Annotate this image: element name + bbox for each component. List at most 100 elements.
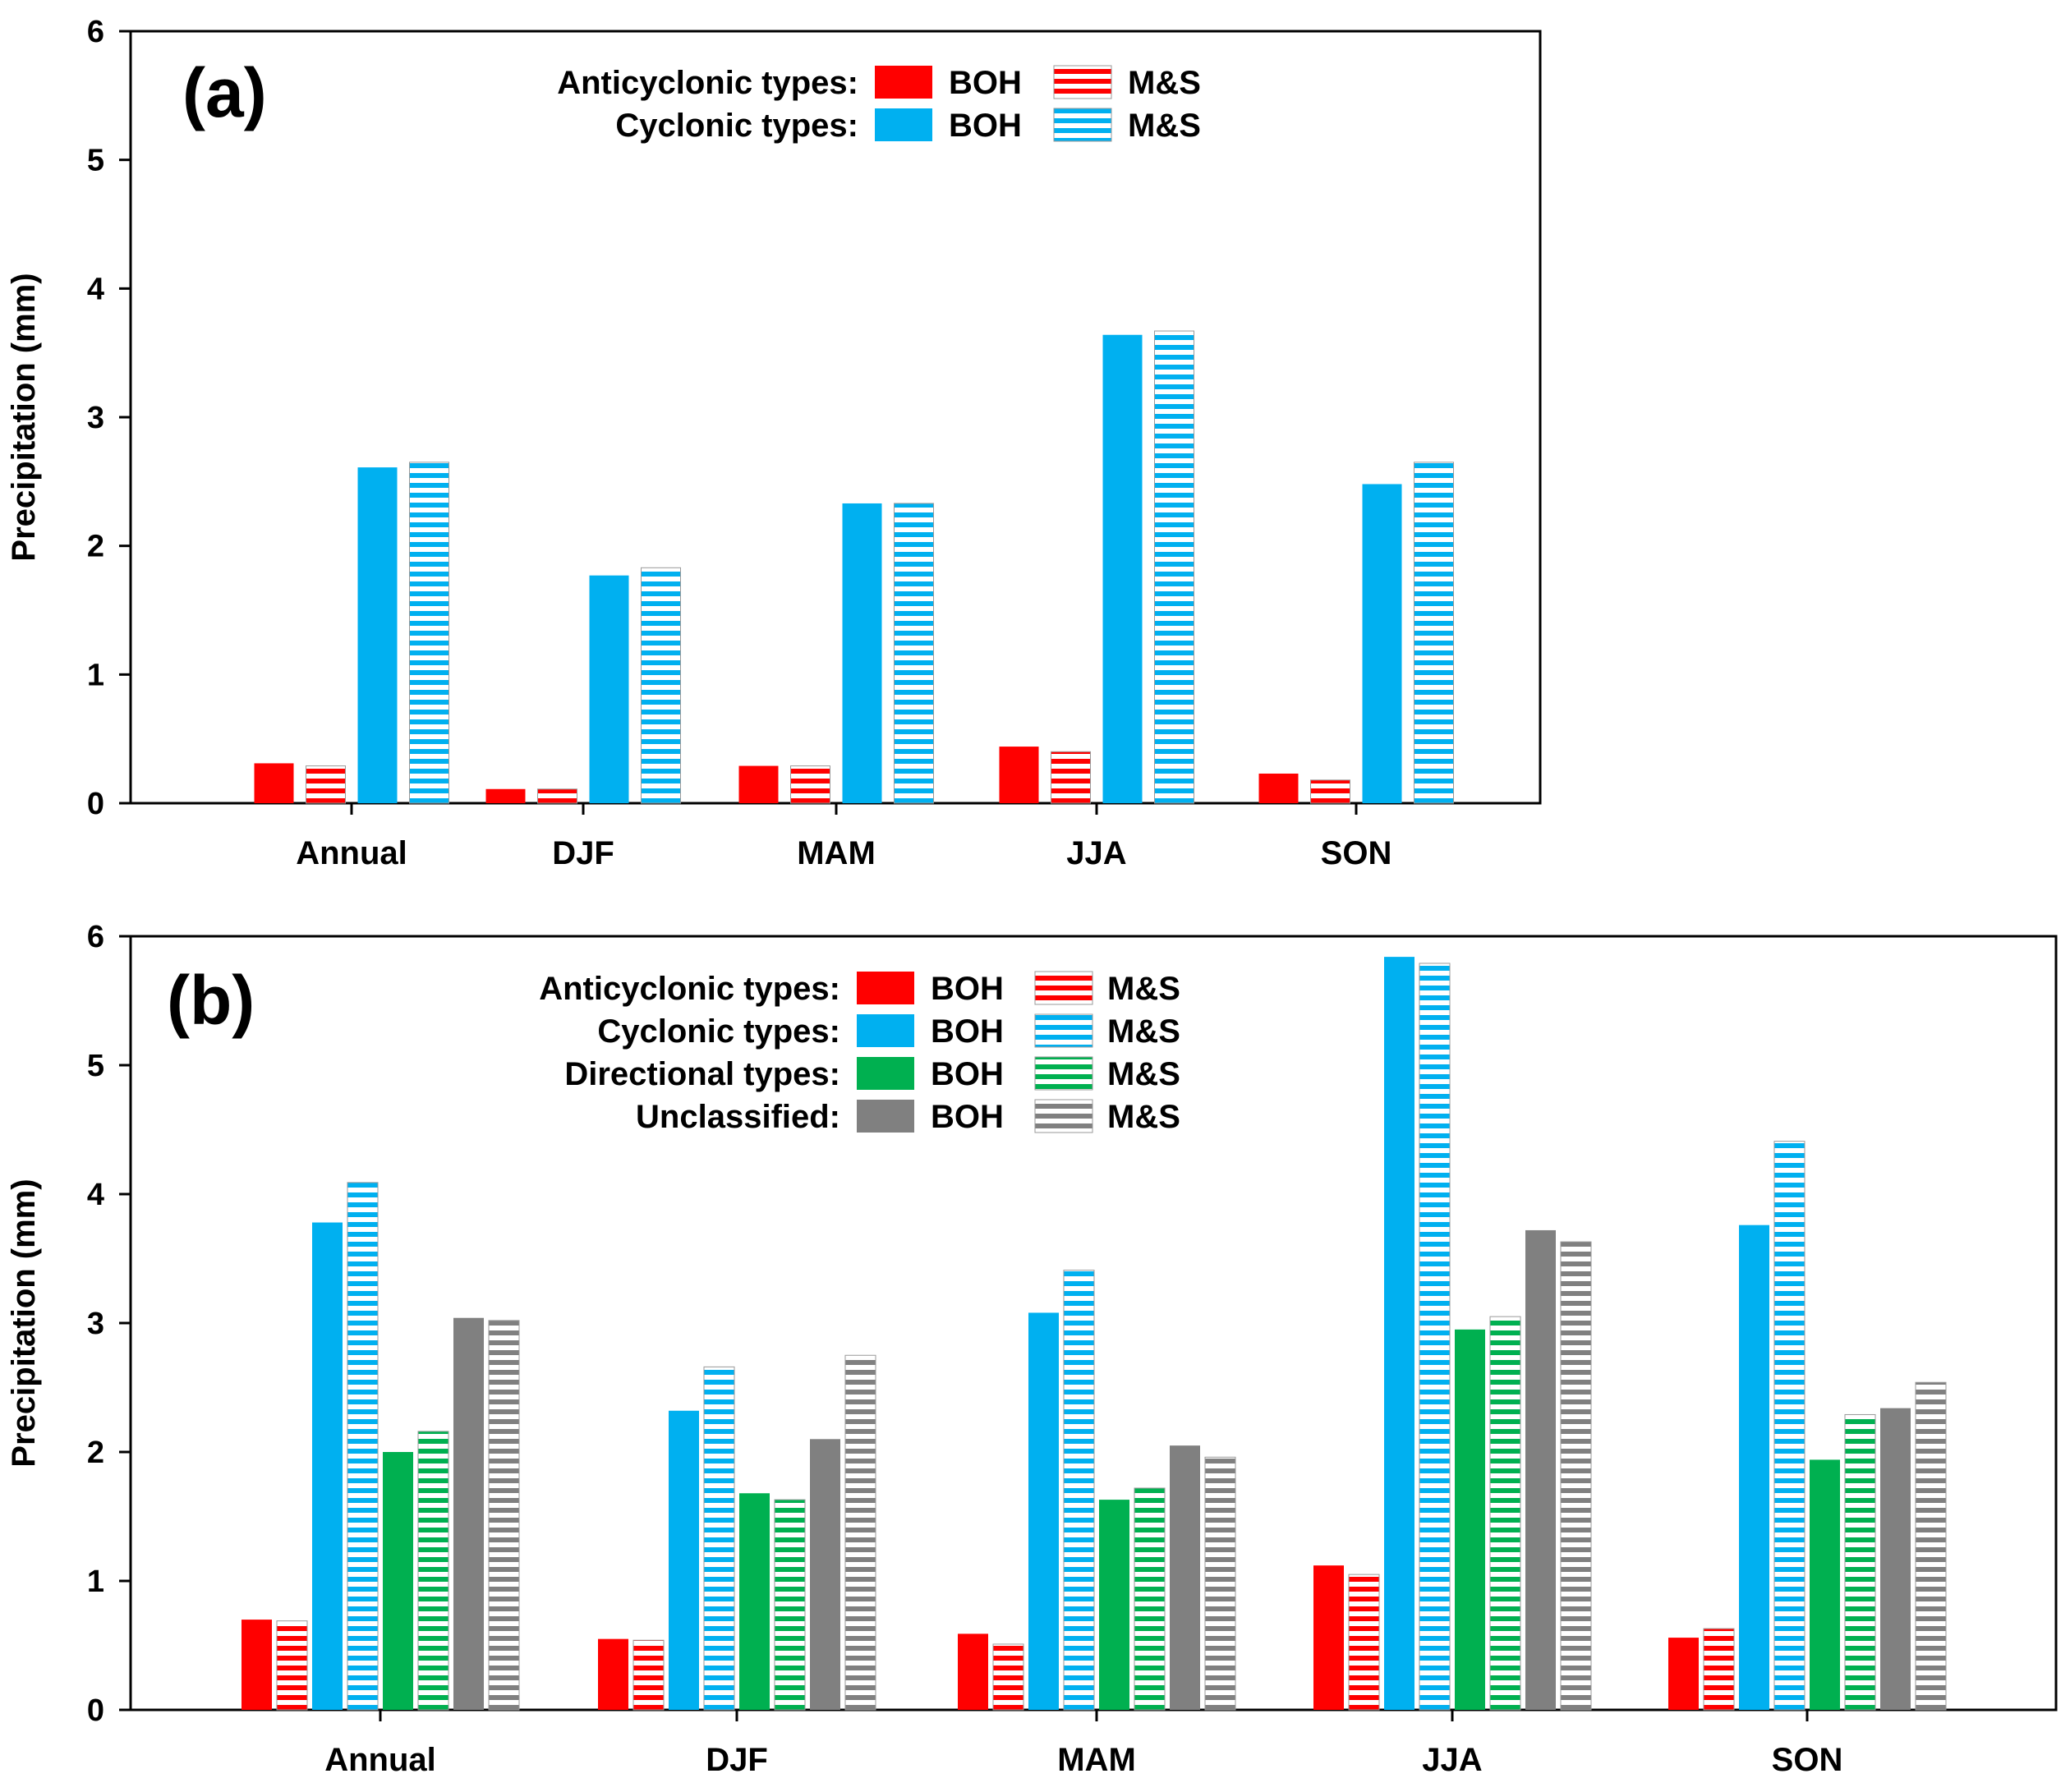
legend-swatch-anticyclonic-mands — [1034, 971, 1093, 1005]
y-tick-label: 3 — [87, 1307, 104, 1341]
x-tick-label-annual: Annual — [324, 1742, 436, 1778]
bar-anticyclonic-mands-mam — [992, 1643, 1024, 1711]
plot-frame — [129, 30, 1542, 805]
x-tick-label-djf: DJF — [552, 835, 614, 871]
bar-directional-mands-djf — [774, 1499, 806, 1711]
legend-boh-label: BOH — [931, 1013, 1004, 1050]
bar-directional-mands-son — [1844, 1413, 1876, 1711]
bar-cyclonic-boh-son — [1739, 1225, 1769, 1710]
legend-ms-label: M&S — [1107, 1056, 1180, 1092]
legend-boh-label: BOH — [931, 971, 1004, 1007]
x-tick-label-son: SON — [1772, 1742, 1843, 1778]
bar-anticyclonic-mands-djf — [537, 788, 577, 804]
legend-row-label: Unclassified: — [636, 1099, 840, 1135]
bar-directional-boh-son — [1810, 1459, 1840, 1710]
bar-cyclonic-boh-annual — [357, 467, 398, 803]
bar-unclassified-boh-jja — [1525, 1229, 1556, 1710]
bar-cyclonic-mands-djf — [641, 567, 681, 804]
bar-unclassified-mands-jja — [1560, 1241, 1592, 1711]
bar-cyclonic-boh-djf — [589, 575, 629, 803]
bar-cyclonic-boh-mam — [1028, 1312, 1059, 1710]
y-tick-label: 0 — [87, 787, 104, 821]
legend-swatch-directional-mands — [1034, 1056, 1093, 1091]
bar-anticyclonic-boh-annual — [242, 1620, 272, 1710]
legend-ms-label: M&S — [1107, 1099, 1180, 1135]
y-tick-label: 5 — [87, 1049, 104, 1083]
legend-ms-label: M&S — [1107, 1013, 1180, 1050]
bar-unclassified-mands-djf — [844, 1354, 876, 1711]
y-tick-label: 5 — [87, 144, 104, 178]
bar-unclassified-boh-son — [1880, 1408, 1911, 1710]
bar-anticyclonic-mands-son — [1310, 779, 1350, 804]
panel-label: (a) — [182, 54, 267, 131]
legend-swatch-cyclonic-boh — [857, 1014, 914, 1047]
panel-a: 0 1 2 3 4 5 6 Precipitation (mm) (a) Annual DJF MAM… — [6, 15, 1542, 871]
x-tick-label-annual: Annual — [296, 835, 407, 871]
legend-swatch-cyclonic-mands — [1053, 108, 1112, 142]
bar-anticyclonic-mands-annual — [306, 765, 346, 804]
y-tick-label: 4 — [87, 272, 104, 306]
bar-cyclonic-boh-djf — [669, 1410, 699, 1710]
bar-anticyclonic-mands-son — [1703, 1628, 1735, 1711]
bar-anticyclonic-mands-mam — [790, 765, 830, 804]
y-tick-label: 3 — [87, 401, 104, 435]
y-tick-label: 2 — [87, 1436, 104, 1470]
bar-cyclonic-mands-jja — [1154, 330, 1194, 804]
y-tick-label: 6 — [87, 920, 104, 954]
legend-ms-label: M&S — [1128, 108, 1201, 144]
y-tick-label: 6 — [87, 15, 104, 49]
bar-anticyclonic-mands-djf — [632, 1639, 665, 1711]
legend-row-label: Anticyclonic types: — [557, 65, 858, 101]
legend-boh-label: BOH — [949, 65, 1022, 101]
bar-directional-mands-mam — [1134, 1487, 1166, 1711]
legend-boh-label: BOH — [931, 1056, 1004, 1092]
bar-anticyclonic-boh-mam — [738, 765, 779, 803]
bar-cyclonic-mands-mam — [1063, 1270, 1095, 1711]
bar-directional-boh-annual — [383, 1452, 413, 1710]
y-axis-title: Precipitation (mm) — [6, 1179, 42, 1467]
x-tick-label-son: SON — [1321, 835, 1392, 871]
bar-directional-boh-mam — [1099, 1500, 1129, 1710]
bar-cyclonic-mands-son — [1773, 1141, 1806, 1711]
x-tick-label-jja: JJA — [1066, 835, 1126, 871]
bar-cyclonic-boh-jja — [1102, 334, 1143, 803]
bar-cyclonic-boh-jja — [1384, 957, 1414, 1710]
legend-row-label: Cyclonic types: — [597, 1013, 840, 1050]
y-tick-label: 1 — [87, 1565, 104, 1599]
bar-anticyclonic-boh-jja — [1313, 1565, 1344, 1710]
legend-swatch-anticyclonic-mands — [1053, 65, 1112, 99]
bar-directional-mands-jja — [1489, 1316, 1521, 1711]
legend-ms-label: M&S — [1128, 65, 1201, 101]
bar-anticyclonic-boh-son — [1258, 773, 1299, 803]
bar-anticyclonic-boh-mam — [958, 1633, 988, 1710]
bar-directional-boh-jja — [1455, 1329, 1485, 1710]
legend-row-label: Cyclonic types: — [615, 108, 858, 144]
bar-unclassified-boh-mam — [1170, 1445, 1200, 1710]
bar-anticyclonic-mands-jja — [1348, 1574, 1380, 1711]
x-tick-label-mam: MAM — [797, 835, 876, 871]
x-tick-label-jja: JJA — [1422, 1742, 1482, 1778]
x-tick-label-djf: DJF — [706, 1742, 768, 1778]
bar-directional-boh-djf — [739, 1493, 770, 1710]
bar-cyclonic-mands-son — [1414, 462, 1454, 804]
y-tick-label: 2 — [87, 530, 104, 564]
y-tick-label: 1 — [87, 658, 104, 692]
legend-swatch-unclassified-boh — [857, 1100, 914, 1133]
y-tick-label: 0 — [87, 1693, 104, 1728]
legend-swatch-anticyclonic-boh — [875, 66, 932, 99]
bar-anticyclonic-boh-djf — [598, 1638, 628, 1710]
legend-boh-label: BOH — [931, 1099, 1004, 1135]
legend-swatch-directional-boh — [857, 1057, 914, 1090]
legend-swatch-cyclonic-mands — [1034, 1013, 1093, 1048]
bar-anticyclonic-mands-jja — [1051, 751, 1091, 804]
bar-anticyclonic-boh-jja — [999, 747, 1039, 803]
bar-anticyclonic-boh-annual — [254, 763, 294, 803]
y-axis-title: Precipitation (mm) — [6, 273, 42, 561]
bar-cyclonic-mands-djf — [703, 1366, 735, 1711]
bar-anticyclonic-boh-son — [1668, 1638, 1699, 1710]
bar-anticyclonic-boh-djf — [485, 788, 526, 803]
bar-cyclonic-boh-son — [1362, 484, 1402, 803]
x-tick-label-mam: MAM — [1057, 1742, 1136, 1778]
bar-directional-mands-annual — [417, 1431, 449, 1711]
